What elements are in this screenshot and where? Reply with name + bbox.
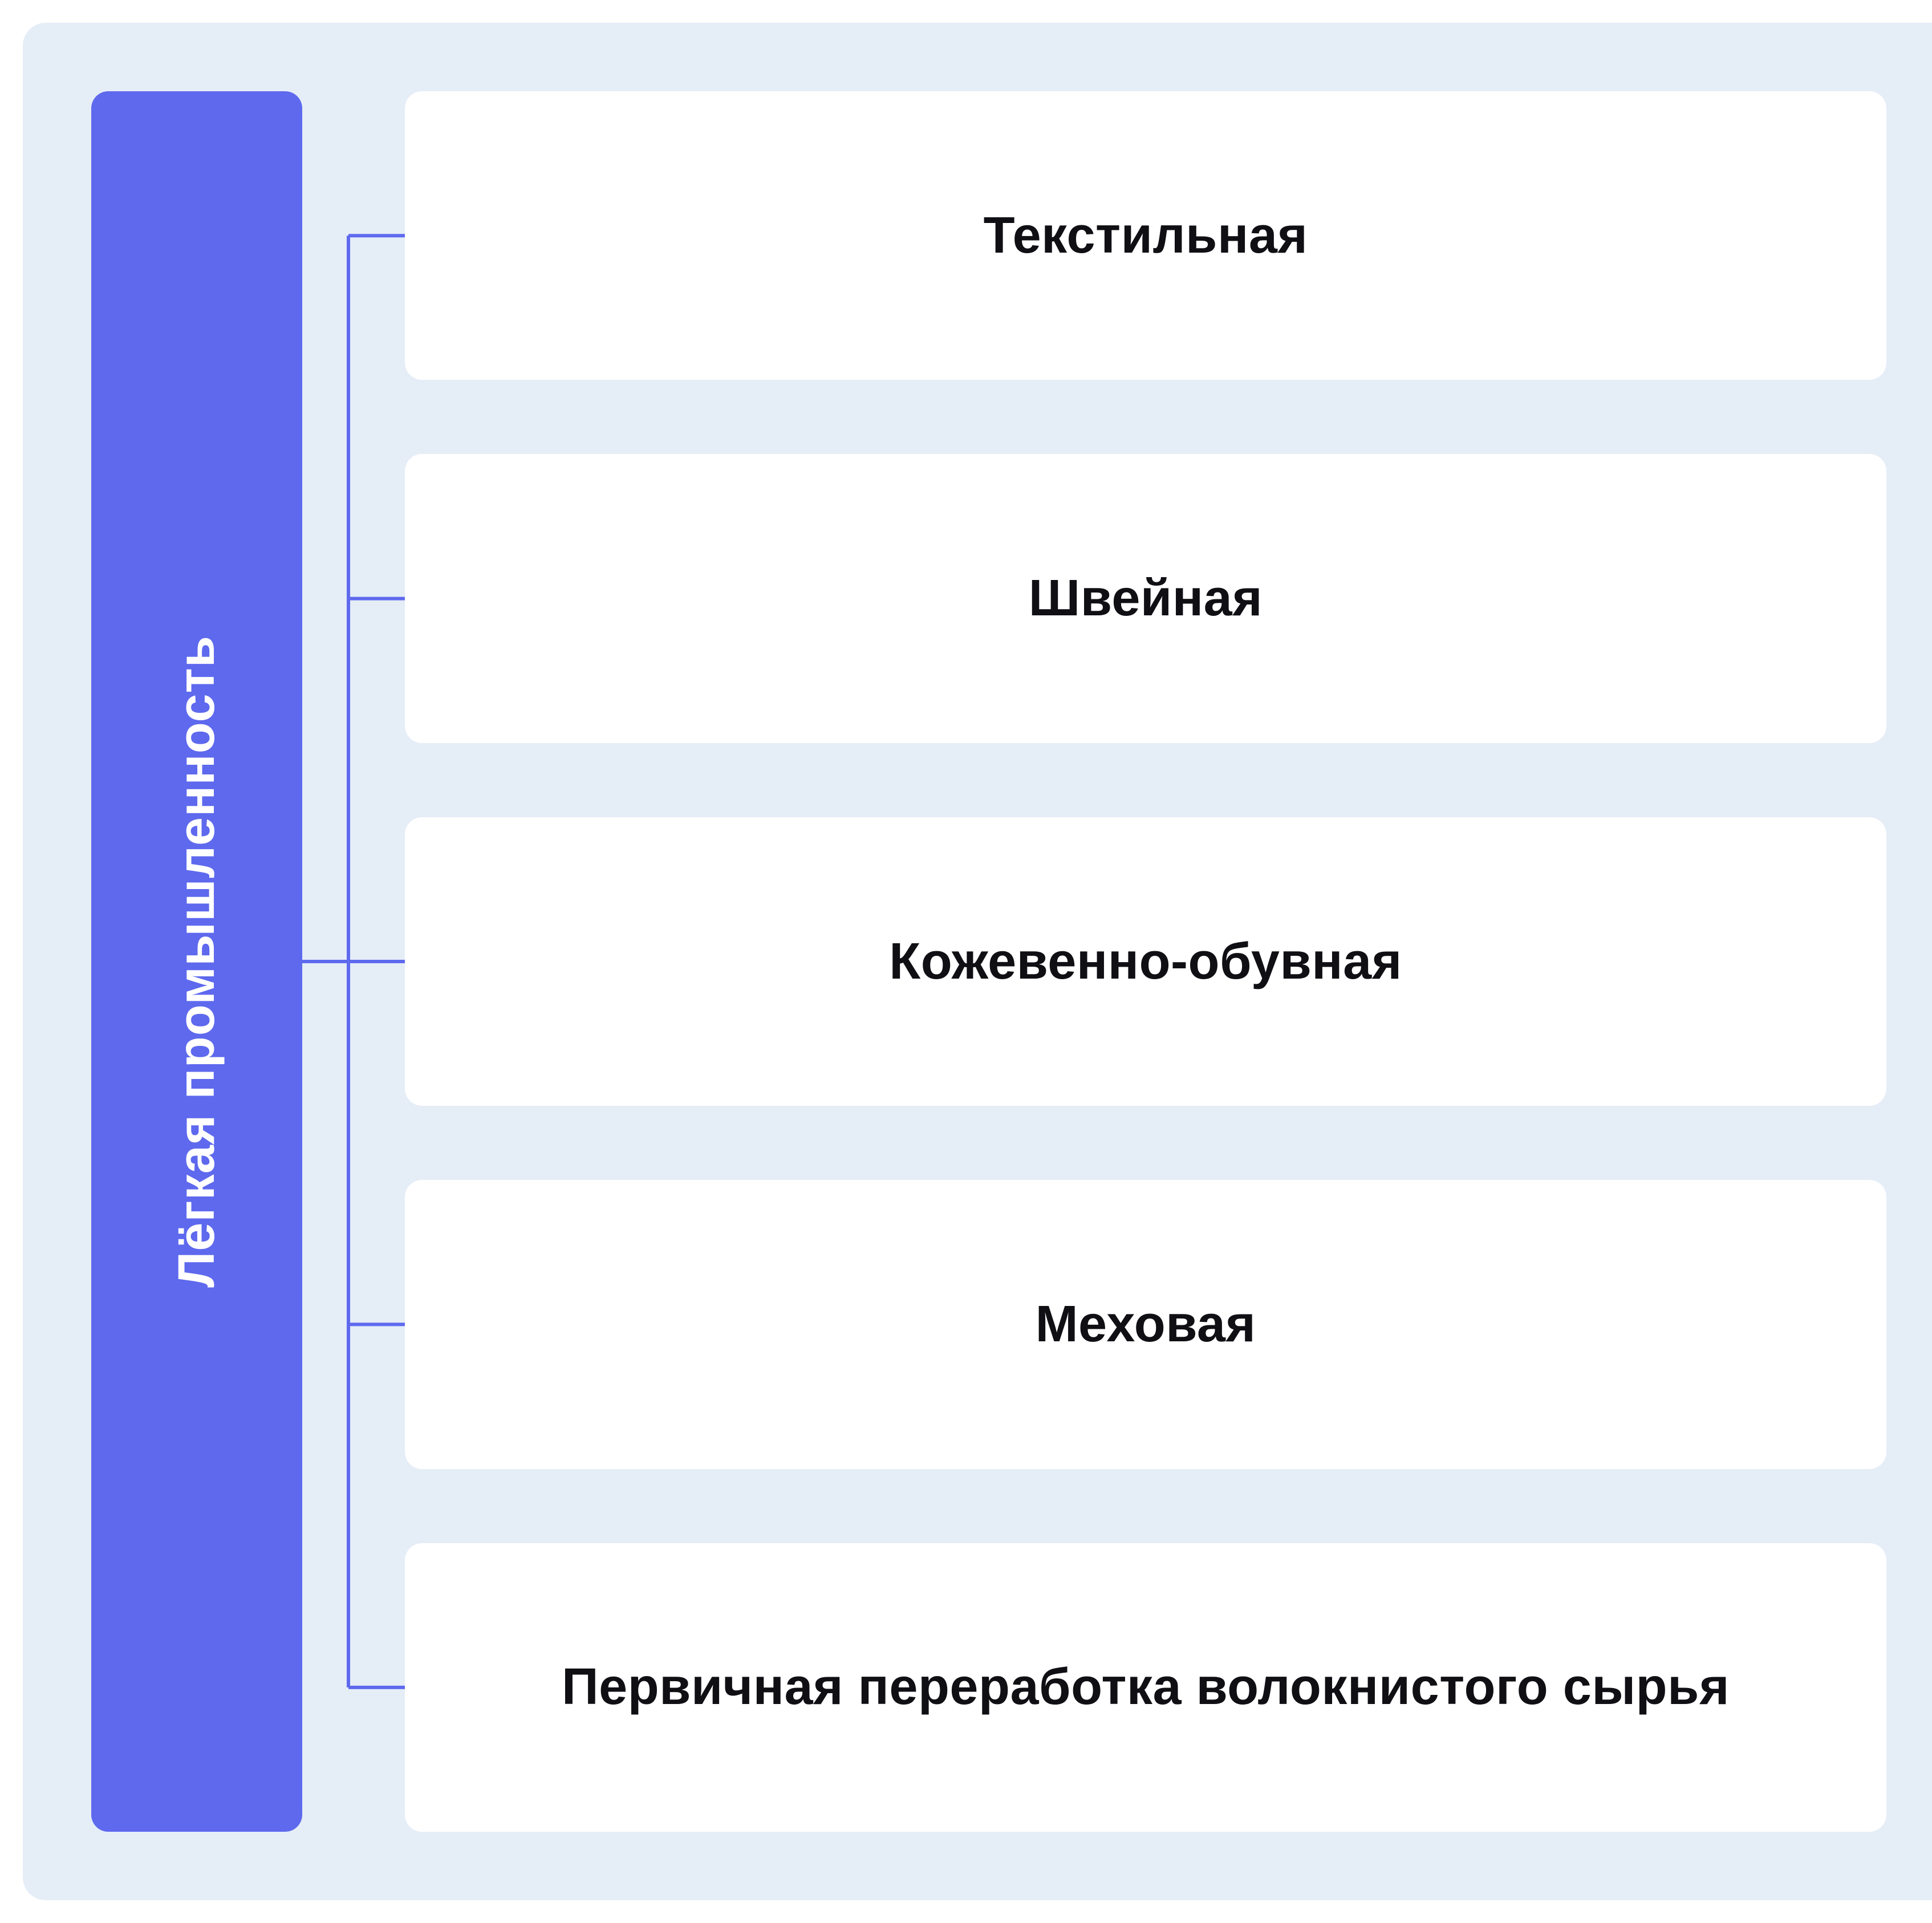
child-node-2: Кожевенно-обувная (405, 817, 1886, 1106)
child-label-2: Кожевенно-обувная (889, 928, 1402, 995)
child-node-3: Меховая (405, 1180, 1886, 1468)
child-label-4: Первичная переработка волокнистого сырья (562, 1654, 1730, 1721)
root-label: Лёгкая промышленность (168, 635, 226, 1288)
diagram-container: Лёгкая промышленность Текстильная Швейна… (23, 23, 1932, 1900)
connector-svg (302, 91, 405, 1832)
child-node-4: Первичная переработка волокнистого сырья (405, 1543, 1886, 1832)
child-label-0: Текстильная (984, 202, 1308, 269)
child-label-3: Меховая (1036, 1291, 1256, 1358)
child-label-1: Швейная (1029, 565, 1263, 632)
root-node: Лёгкая промышленность (91, 91, 302, 1832)
connectors-region (302, 91, 405, 1832)
tree-diagram: Лёгкая промышленность Текстильная Швейна… (91, 91, 1886, 1832)
child-node-1: Швейная (405, 454, 1886, 743)
children-list: Текстильная Швейная Кожевенно-обувная Ме… (405, 91, 1886, 1832)
child-node-0: Текстильная (405, 91, 1886, 380)
